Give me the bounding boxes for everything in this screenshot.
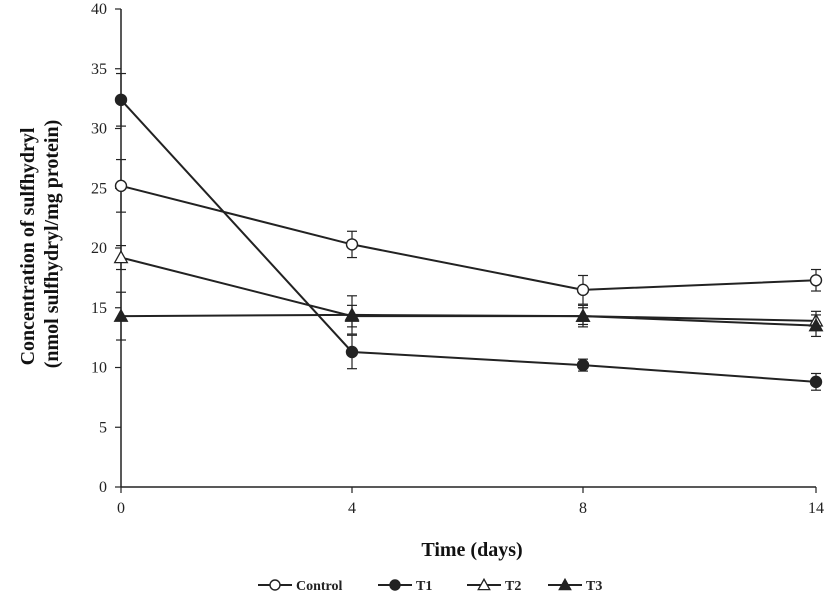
legend-label: T2 (505, 579, 521, 594)
series-t3 (113, 291, 824, 341)
legend-label: Control (296, 579, 343, 594)
y-axis-title-line-1: Concentration of sulfhydryl (17, 127, 39, 365)
data-point-t1 (345, 345, 359, 359)
y-tick-label: 0 (99, 479, 107, 496)
x-tick-label: 4 (348, 500, 356, 517)
y-tick-label: 15 (91, 300, 107, 317)
series-line-t1 (120, 99, 817, 383)
legend-marker (269, 579, 281, 591)
legend-item-control: Control (258, 579, 343, 594)
data-point-t3 (808, 318, 824, 332)
y-axis-title-line-2: (nmol sulfhydryl/mg protein) (41, 120, 63, 369)
data-point-t2 (113, 249, 129, 264)
data-point-t1 (576, 358, 590, 372)
data-point-t3 (113, 308, 129, 322)
y-tick-label: 25 (91, 180, 107, 197)
data-point-control (576, 283, 590, 297)
legend-label: T1 (416, 579, 432, 594)
legend-item-t3: T3 (548, 577, 602, 594)
y-tick-label: 10 (91, 360, 107, 377)
y-tick-label: 40 (91, 1, 107, 18)
series-control (114, 158, 823, 305)
legend-marker (477, 577, 491, 591)
x-tick-label: 8 (579, 500, 587, 517)
legend: Control T1 T2 T3 (258, 577, 602, 594)
data-point-control (114, 179, 128, 193)
y-tick-label: 20 (91, 240, 107, 257)
x-axis-title: Time (days) (421, 539, 522, 561)
y-axis-title: Concentration of sulfhydryl (nmol sulfhy… (17, 120, 63, 369)
data-point-t1 (114, 93, 128, 107)
y-axis-ticks: 0 5 10 15 20 25 30 35 40 (91, 1, 121, 496)
legend-label: T3 (586, 579, 602, 594)
data-point-control (345, 238, 359, 251)
y-tick-label: 5 (99, 419, 107, 436)
y-tick-label: 35 (91, 61, 107, 78)
legend-marker (389, 579, 401, 591)
series-line-t3 (120, 313, 817, 327)
x-tick-label: 0 (117, 500, 125, 517)
data-point-t3 (344, 307, 360, 321)
x-axis-ticks: 0 4 8 14 (117, 487, 824, 517)
x-tick-label: 14 (808, 500, 824, 517)
data-point-control (809, 274, 823, 287)
axes (120, 9, 816, 488)
legend-item-t2: T2 (467, 577, 521, 594)
series-t2 (113, 245, 824, 332)
legend-marker (558, 577, 572, 591)
legend-item-t1: T1 (378, 579, 432, 594)
series-line-control (120, 184, 817, 291)
series-layer (113, 72, 824, 391)
data-point-t1 (809, 375, 823, 389)
series-t1 (114, 72, 823, 391)
data-point-t3 (575, 308, 591, 322)
y-tick-label: 30 (91, 121, 107, 138)
